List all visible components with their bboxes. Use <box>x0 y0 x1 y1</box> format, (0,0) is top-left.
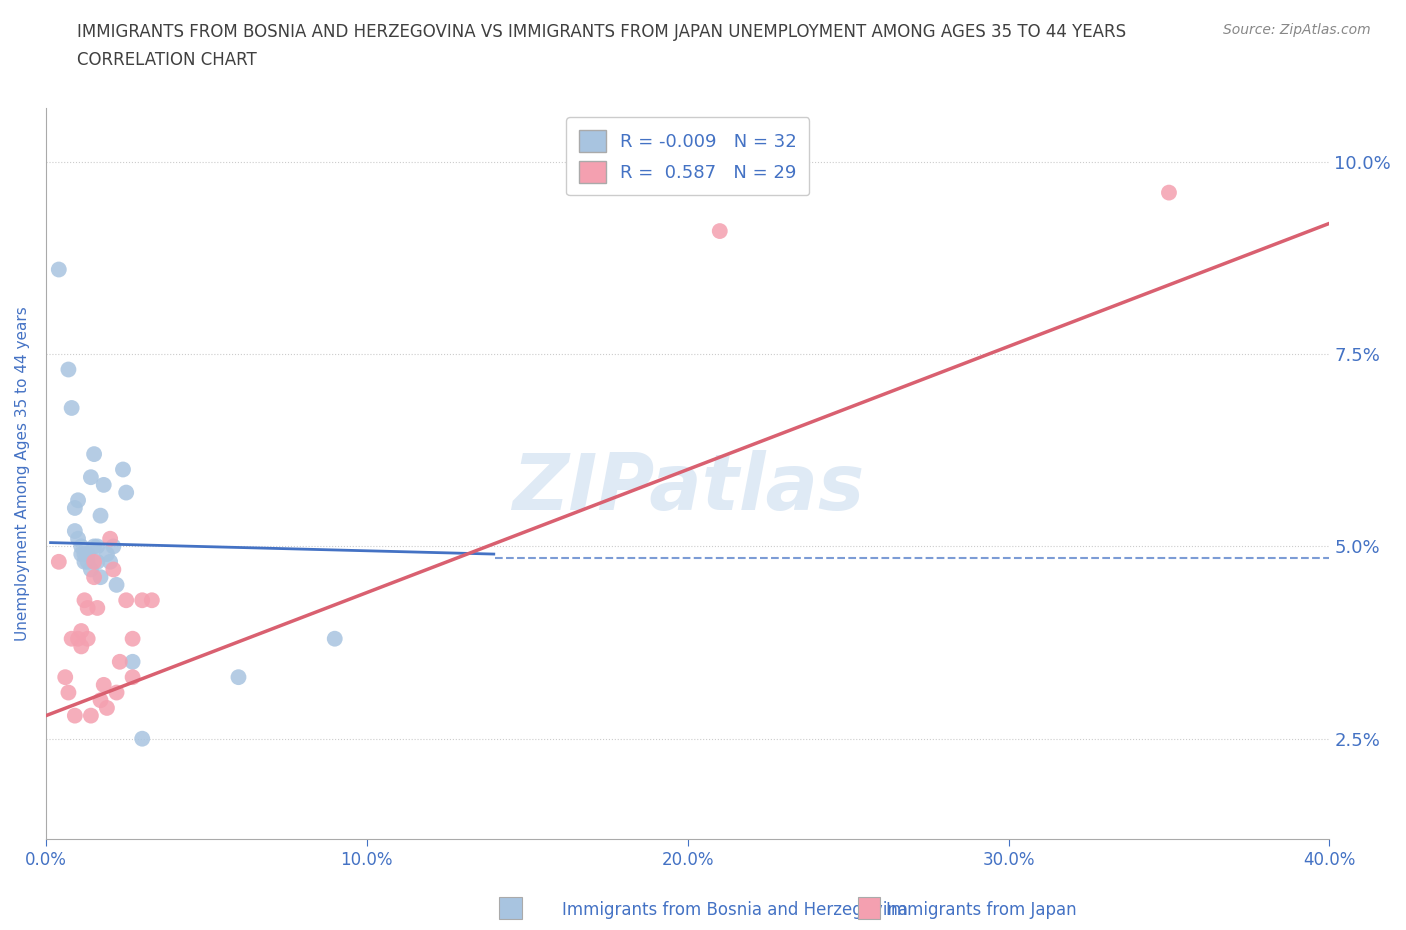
Point <box>67 493 90 508</box>
Point <box>111 462 134 477</box>
Point <box>121 655 143 670</box>
Point <box>60 401 83 416</box>
Point <box>76 631 98 646</box>
Point <box>73 592 96 607</box>
Text: IMMIGRANTS FROM BOSNIA AND HERZEGOVINA VS IMMIGRANTS FROM JAPAN UNEMPLOYMENT AMO: IMMIGRANTS FROM BOSNIA AND HERZEGOVINA V… <box>77 23 1126 41</box>
Point <box>93 477 115 492</box>
Point <box>76 601 98 616</box>
Point <box>89 508 111 523</box>
Point <box>86 554 108 569</box>
Point <box>73 554 96 569</box>
Point <box>1157 185 1180 200</box>
Point <box>103 562 125 577</box>
Text: CORRELATION CHART: CORRELATION CHART <box>77 51 257 69</box>
Point <box>131 592 153 607</box>
Point <box>67 631 90 646</box>
Text: Immigrants from Bosnia and Herzegovina: Immigrants from Bosnia and Herzegovina <box>562 900 908 919</box>
Point <box>80 708 103 723</box>
Point <box>98 531 121 546</box>
Point <box>63 524 86 538</box>
Point <box>89 570 111 585</box>
Point <box>103 539 125 554</box>
Point <box>86 601 108 616</box>
Point <box>83 554 105 569</box>
Point <box>105 578 128 592</box>
Point <box>80 562 103 577</box>
Point <box>115 592 138 607</box>
Point <box>89 693 111 708</box>
Text: Source: ZipAtlas.com: Source: ZipAtlas.com <box>1223 23 1371 37</box>
Legend: R = -0.009   N = 32, R =  0.587   N = 29: R = -0.009 N = 32, R = 0.587 N = 29 <box>565 117 810 195</box>
Point <box>80 470 103 485</box>
Point <box>141 592 163 607</box>
Point <box>58 685 80 700</box>
Point <box>60 631 83 646</box>
Point <box>70 547 93 562</box>
Text: ZIPatlas: ZIPatlas <box>512 450 863 526</box>
Text: Immigrants from Japan: Immigrants from Japan <box>886 900 1077 919</box>
Point <box>53 670 76 684</box>
Point <box>70 539 93 554</box>
Point <box>131 731 153 746</box>
Y-axis label: Unemployment Among Ages 35 to 44 years: Unemployment Among Ages 35 to 44 years <box>15 306 30 641</box>
Point <box>83 570 105 585</box>
Point <box>63 708 86 723</box>
Point <box>121 631 143 646</box>
Point <box>98 554 121 569</box>
Point <box>83 446 105 461</box>
Point <box>76 547 98 562</box>
Point <box>73 547 96 562</box>
Point <box>48 554 70 569</box>
Point <box>67 531 90 546</box>
Point <box>96 700 118 715</box>
Point <box>228 670 250 684</box>
Point <box>86 539 108 554</box>
Point <box>76 554 98 569</box>
Point <box>105 685 128 700</box>
Point <box>108 655 131 670</box>
Point <box>115 485 138 500</box>
Point <box>93 677 115 692</box>
Point <box>48 262 70 277</box>
Point <box>96 547 118 562</box>
Point <box>83 539 105 554</box>
Point <box>70 639 93 654</box>
Point <box>63 500 86 515</box>
Point <box>709 223 731 238</box>
Point <box>58 362 80 377</box>
Point <box>121 670 143 684</box>
Point <box>70 624 93 639</box>
Point <box>323 631 346 646</box>
